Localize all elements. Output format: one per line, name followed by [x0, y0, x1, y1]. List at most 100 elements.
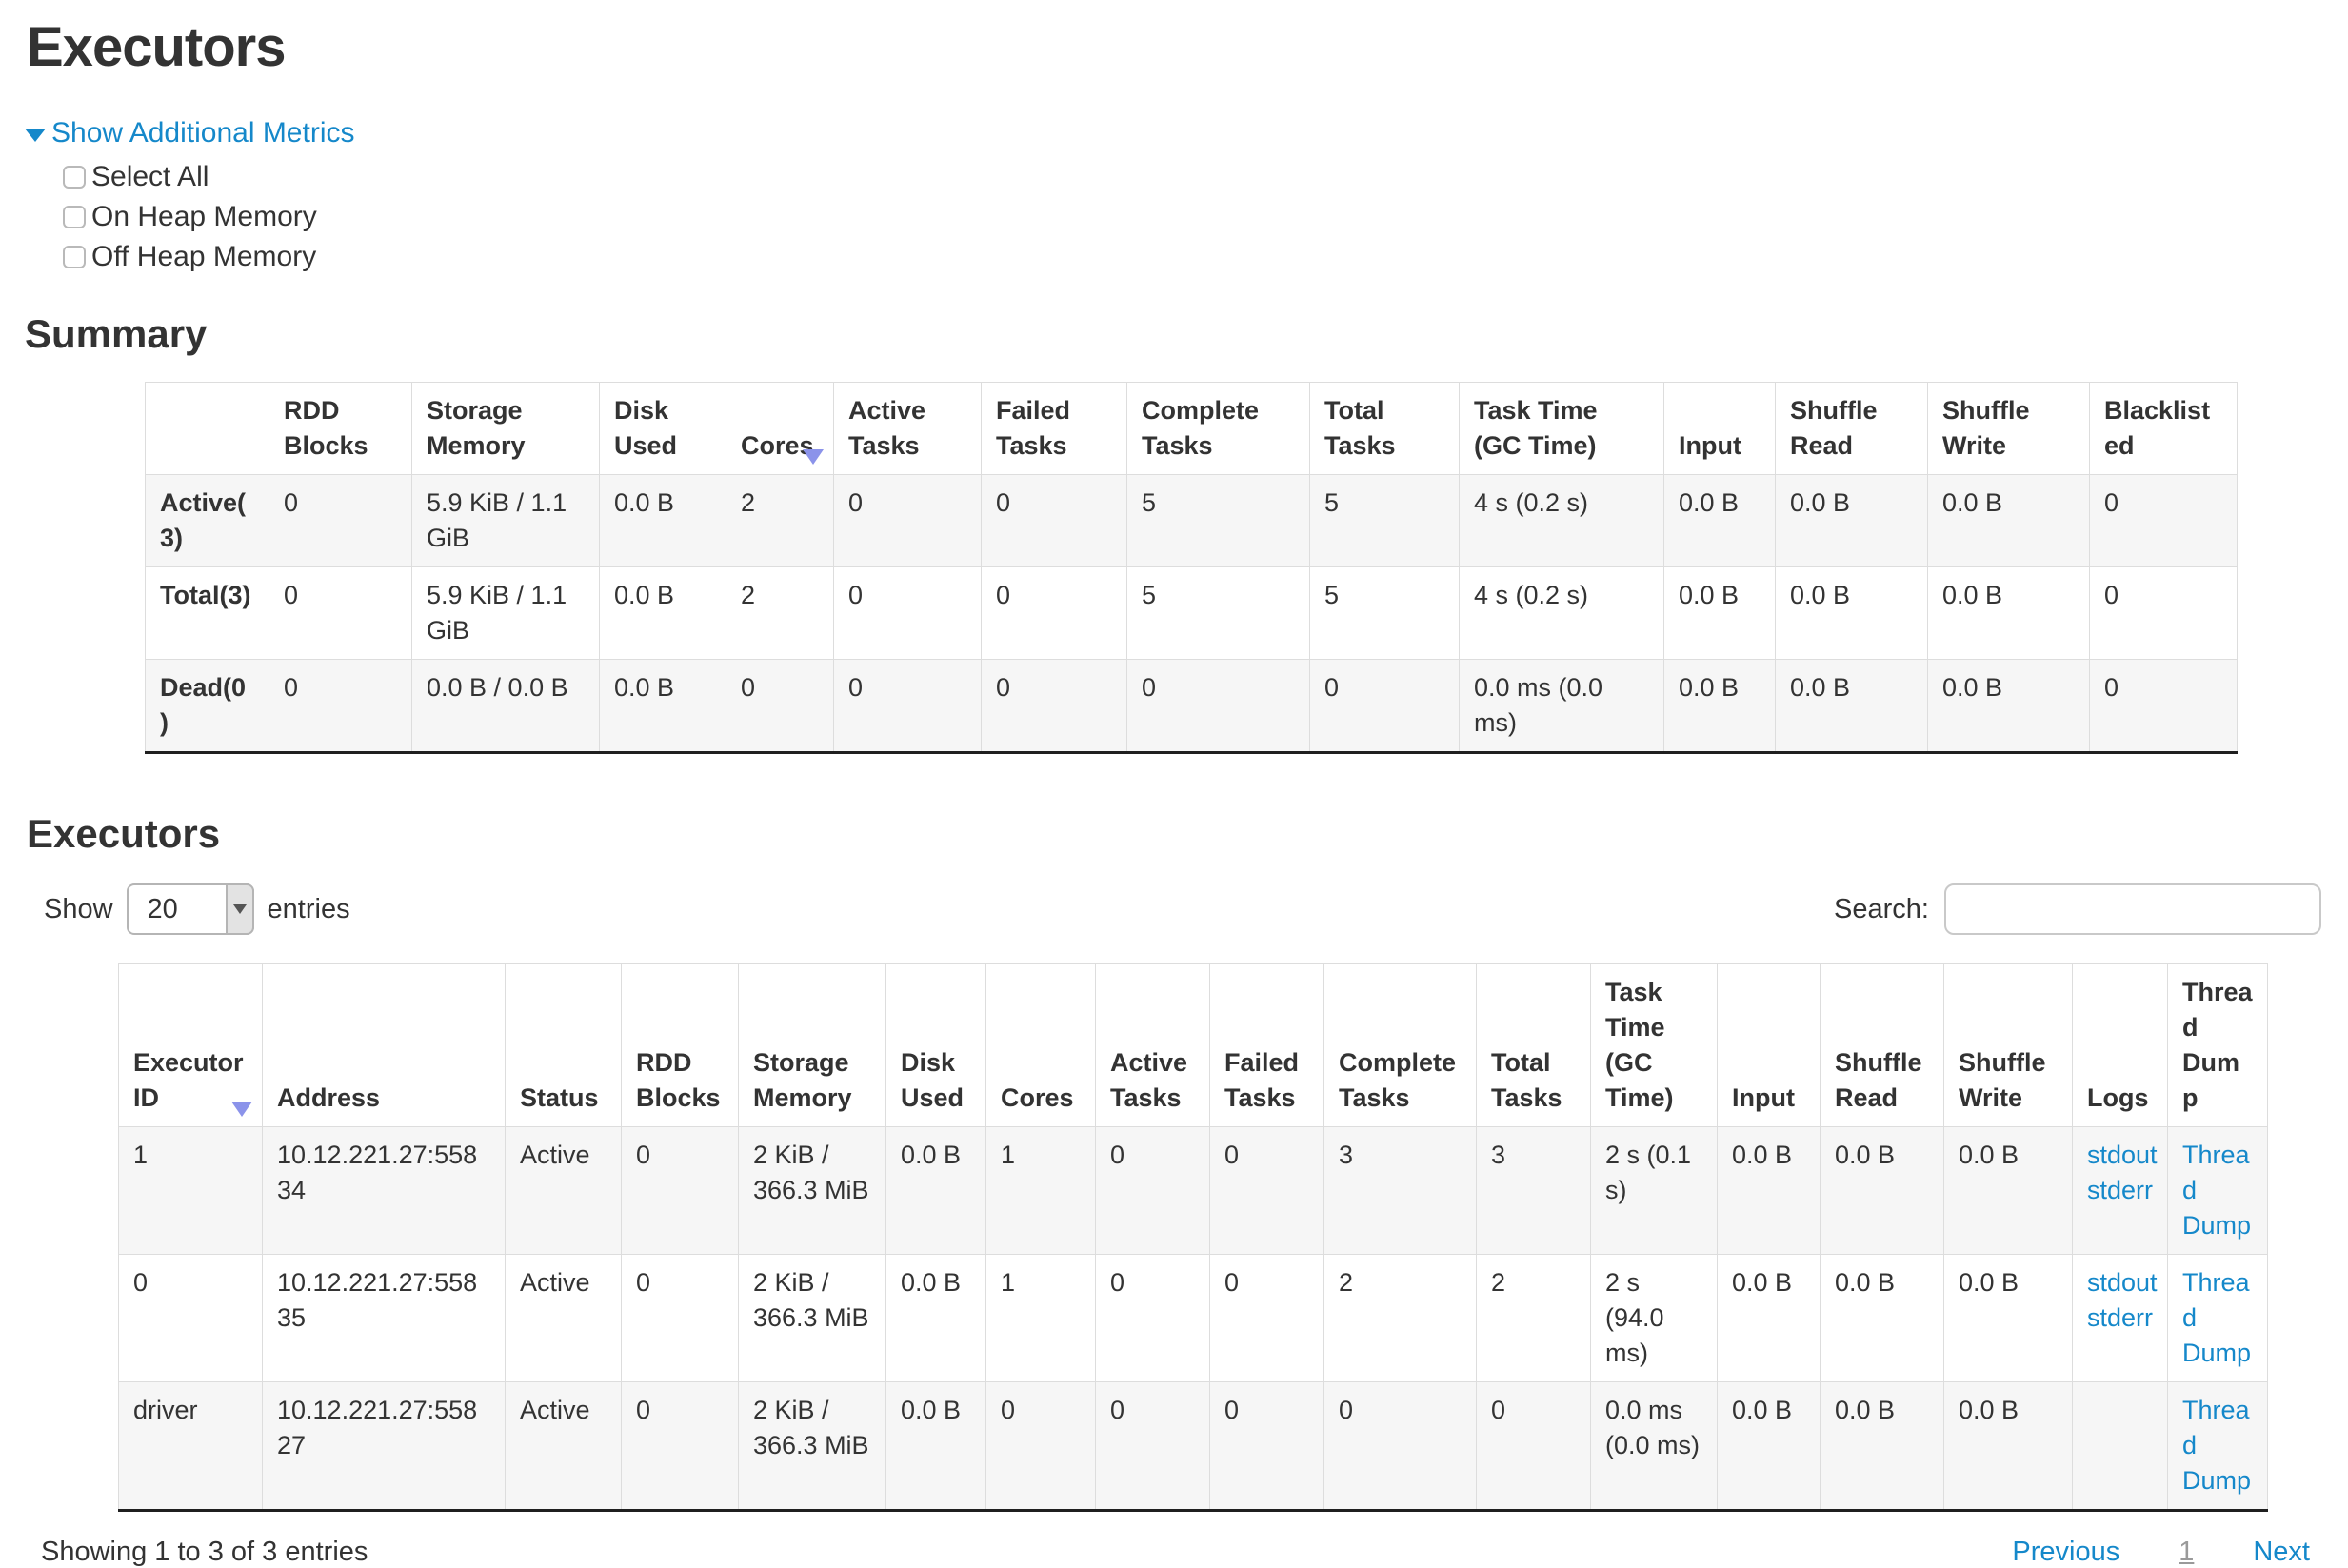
on-heap-memory-checkbox[interactable] — [63, 206, 86, 228]
status-cell: Active — [505, 1126, 622, 1255]
entries-per-page-select[interactable]: 20 — [126, 883, 254, 935]
summary-header-shuffle-write[interactable]: Shuffle Write — [1927, 382, 2090, 475]
summary-row-active: Active(3) 0 5.9 KiB / 1.1 GiB 0.0 B 2 0 … — [145, 474, 2238, 567]
stdout-link[interactable]: stdout — [2087, 1141, 2158, 1169]
executors-header-logs[interactable]: Logs — [2072, 963, 2168, 1127]
status-cell: Active — [505, 1381, 622, 1511]
summary-header-failed-tasks[interactable]: Failed Tasks — [981, 382, 1127, 475]
summary-header-input[interactable]: Input — [1663, 382, 1776, 475]
executors-header-cores[interactable]: Cores — [985, 963, 1096, 1127]
total-tasks-cell: 5 — [1309, 474, 1460, 567]
disk-used-cell: 0.0 B — [885, 1126, 986, 1255]
summary-header-rdd-blocks[interactable]: RDD Blocks — [269, 382, 412, 475]
summary-header-storage-memory[interactable]: Storage Memory — [411, 382, 600, 475]
search-input[interactable] — [1944, 883, 2321, 935]
sort-desc-icon — [231, 1102, 252, 1117]
cores-cell: 2 — [726, 474, 834, 567]
shuffle-write-cell: 0.0 B — [1927, 659, 2090, 753]
disk-used-cell: 0.0 B — [599, 474, 726, 567]
executors-header-row: Executor ID Address Status RDD Blocks St… — [118, 963, 2268, 1127]
summary-header-row: RDD Blocks Storage Memory Disk Used Core… — [145, 382, 2238, 475]
storage-memory-cell: 2 KiB / 366.3 MiB — [738, 1381, 886, 1511]
rdd-blocks-cell: 0 — [269, 474, 412, 567]
rdd-blocks-cell: 0 — [269, 566, 412, 660]
thread-dump-link[interactable]: Thread Dump — [2182, 1141, 2252, 1240]
show-additional-metrics-toggle[interactable]: Show Additional Metrics — [25, 117, 355, 149]
executors-header-address[interactable]: Address — [262, 963, 506, 1127]
complete-tasks-cell: 2 — [1323, 1254, 1477, 1382]
summary-header-blank[interactable] — [145, 382, 269, 475]
shuffle-read-cell: 0.0 B — [1820, 1381, 1944, 1511]
shuffle-write-cell: 0.0 B — [1927, 474, 2090, 567]
cores-cell: 1 — [985, 1254, 1096, 1382]
previous-page-button[interactable]: Previous — [2012, 1537, 2120, 1567]
summary-row-dead: Dead(0) 0 0.0 B / 0.0 B 0.0 B 0 0 0 0 0 … — [145, 659, 2238, 753]
summary-header-task-time[interactable]: Task Time (GC Time) — [1459, 382, 1664, 475]
executors-header-task-time[interactable]: Task Time (GC Time) — [1590, 963, 1718, 1127]
search-control: Search: — [1834, 883, 2321, 935]
stdout-link[interactable]: stdout — [2087, 1268, 2158, 1297]
total-tasks-cell: 0 — [1309, 659, 1460, 753]
complete-tasks-cell: 3 — [1323, 1126, 1477, 1255]
thread-dump-link[interactable]: Thread Dump — [2182, 1268, 2252, 1367]
address-cell: 10.12.221.27:55834 — [262, 1126, 506, 1255]
rdd-blocks-cell: 0 — [621, 1126, 739, 1255]
checkbox-label: Off Heap Memory — [91, 241, 317, 272]
executors-header-shuffle-write[interactable]: Shuffle Write — [1943, 963, 2073, 1127]
shuffle-read-cell: 0.0 B — [1775, 566, 1928, 660]
input-cell: 0.0 B — [1717, 1126, 1821, 1255]
pagination: Previous 1 Next — [2012, 1537, 2310, 1568]
summary-header-disk-used[interactable]: Disk Used — [599, 382, 726, 475]
failed-tasks-cell: 0 — [981, 474, 1127, 567]
executors-header-thread-dump[interactable]: Thread Dump — [2167, 963, 2268, 1127]
active-tasks-cell: 0 — [833, 474, 982, 567]
total-tasks-cell: 3 — [1476, 1126, 1591, 1255]
blacklisted-cell: 0 — [2089, 474, 2238, 567]
cores-cell: 2 — [726, 566, 834, 660]
summary-header-total-tasks[interactable]: Total Tasks — [1309, 382, 1460, 475]
active-tasks-cell: 0 — [833, 566, 982, 660]
summary-row-label: Dead(0) — [145, 659, 269, 753]
stderr-link[interactable]: stderr — [2087, 1176, 2154, 1204]
storage-memory-cell: 5.9 KiB / 1.1 GiB — [411, 566, 600, 660]
disk-used-cell: 0.0 B — [599, 566, 726, 660]
storage-memory-cell: 5.9 KiB / 1.1 GiB — [411, 474, 600, 567]
select-all-checkbox[interactable] — [63, 166, 86, 189]
cores-cell: 0 — [726, 659, 834, 753]
executors-header-shuffle-read[interactable]: Shuffle Read — [1820, 963, 1944, 1127]
page-number-1[interactable]: 1 — [2179, 1537, 2195, 1567]
complete-tasks-cell: 0 — [1323, 1381, 1477, 1511]
shuffle-write-cell: 0.0 B — [1943, 1254, 2073, 1382]
summary-row-label: Active(3) — [145, 474, 269, 567]
executors-header-rdd-blocks[interactable]: RDD Blocks — [621, 963, 739, 1127]
executor-id-cell: 1 — [118, 1126, 263, 1255]
summary-table: RDD Blocks Storage Memory Disk Used Core… — [145, 382, 2238, 754]
rdd-blocks-cell: 0 — [269, 659, 412, 753]
executors-header-status[interactable]: Status — [505, 963, 622, 1127]
summary-header-blacklisted[interactable]: Blacklisted — [2089, 382, 2238, 475]
executors-header-storage-memory[interactable]: Storage Memory — [738, 963, 886, 1127]
executors-header-input[interactable]: Input — [1717, 963, 1821, 1127]
executors-header-complete-tasks[interactable]: Complete Tasks — [1323, 963, 1477, 1127]
thread-dump-link[interactable]: Thread Dump — [2182, 1396, 2252, 1495]
executors-header-failed-tasks[interactable]: Failed Tasks — [1209, 963, 1324, 1127]
summary-header-complete-tasks[interactable]: Complete Tasks — [1126, 382, 1310, 475]
address-cell: 10.12.221.27:55827 — [262, 1381, 506, 1511]
summary-header-shuffle-read[interactable]: Shuffle Read — [1775, 382, 1928, 475]
task-time-cell: 4 s (0.2 s) — [1459, 474, 1664, 567]
status-cell: Active — [505, 1254, 622, 1382]
task-time-cell: 2 s (0.1 s) — [1590, 1126, 1718, 1255]
show-additional-metrics-label: Show Additional Metrics — [51, 117, 355, 149]
executors-header-active-tasks[interactable]: Active Tasks — [1095, 963, 1210, 1127]
summary-header-cores[interactable]: Cores — [726, 382, 834, 475]
executors-header-disk-used[interactable]: Disk Used — [885, 963, 986, 1127]
off-heap-memory-checkbox[interactable] — [63, 246, 86, 268]
summary-header-active-tasks[interactable]: Active Tasks — [833, 382, 982, 475]
metrics-options: Select All On Heap Memory Off Heap Memor… — [63, 157, 2348, 277]
task-time-cell: 0.0 ms (0.0 ms) — [1459, 659, 1664, 753]
stderr-link[interactable]: stderr — [2087, 1303, 2154, 1332]
executors-header-executor-id[interactable]: Executor ID — [118, 963, 263, 1127]
blacklisted-cell: 0 — [2089, 566, 2238, 660]
next-page-button[interactable]: Next — [2253, 1537, 2310, 1567]
executors-header-total-tasks[interactable]: Total Tasks — [1476, 963, 1591, 1127]
